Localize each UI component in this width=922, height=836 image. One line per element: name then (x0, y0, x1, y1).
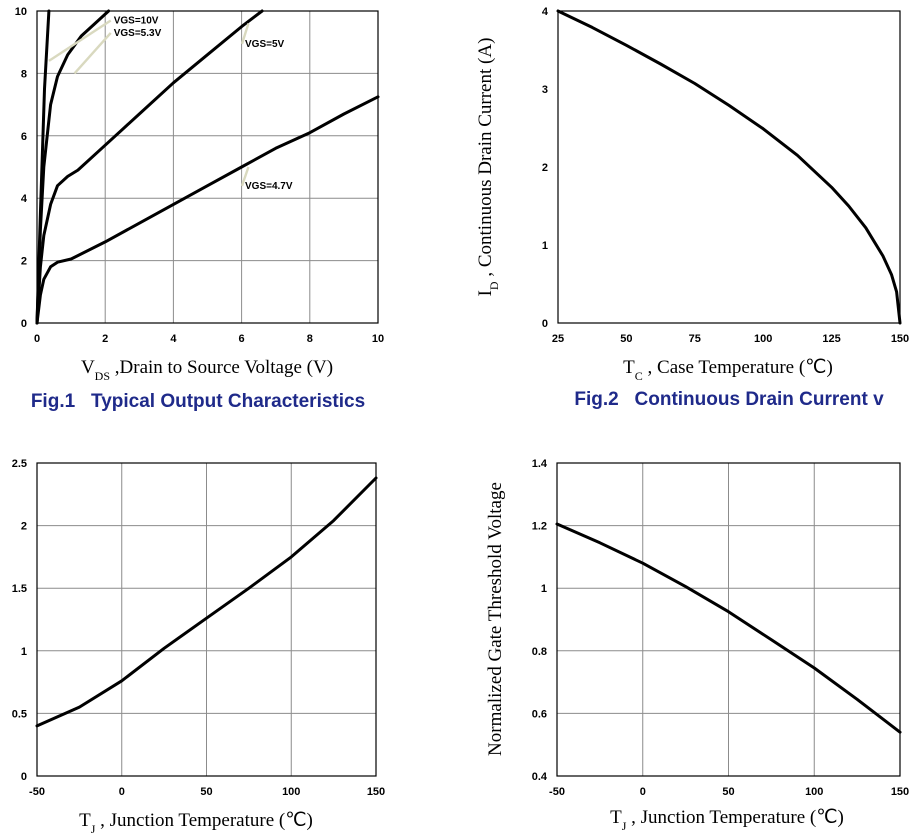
fig2-y-axis-title-main: I (475, 290, 496, 296)
fig1-series-line-3 (35, 95, 380, 325)
fig1-annotation-leader (73, 32, 112, 75)
fig4-ytick-label: 0.8 (532, 646, 547, 658)
fig3-xtick-label: -50 (29, 786, 45, 798)
fig2-caption: Fig.2 Continuous Drain Current v (574, 389, 884, 410)
fig3-x-axis-title-sub: J (91, 822, 96, 836)
fig3-ytick-label: 0.5 (12, 708, 27, 720)
fig4-xtick-label: 50 (722, 786, 734, 798)
fig1-x-axis-title-sub: DS (95, 369, 110, 383)
fig1-series-line-2 (35, 9, 264, 325)
fig1-ytick-label: 10 (15, 6, 27, 18)
fig4-plot-frame (556, 462, 901, 777)
fig1-caption: Fig.1 Typical Output Characteristics (31, 391, 365, 412)
fig3-xtick-label: 150 (367, 786, 385, 798)
fig2-plot-frame (557, 10, 901, 324)
fig1-series-line-1 (35, 9, 111, 325)
fig1-xtick-label: 4 (170, 333, 177, 345)
fig2-xtick-label: 125 (822, 333, 840, 345)
fig2-x-axis-title: TC , Case Temperature (℃) (623, 357, 833, 383)
fig1-annotation-leader (48, 19, 112, 62)
fig1-annotation-label: VGS=10V (114, 15, 159, 26)
fig4-y-axis-title: Normalized Gate Threshold Voltage (485, 482, 506, 756)
fig2-x-axis-title-sub: C (635, 369, 643, 383)
fig2-x-axis-title-rest: , Case Temperature (℃) (643, 357, 833, 378)
fig1-chart: 0 2 4 6 8 10 0 2 4 6 8 10 VGS=10V VGS=5.3V VGS=5V VGS=4… (15, 6, 384, 412)
fig2-ytick-label: 3 (542, 84, 548, 96)
fig4-xtick-label: -50 (549, 786, 565, 798)
fig4-xtick-label: 100 (805, 786, 823, 798)
fig1-ytick-label: 6 (21, 131, 27, 143)
fig4-ytick-label: 1.2 (532, 521, 547, 533)
fig2-x-axis-title-main: T (623, 357, 635, 378)
fig3-x-axis-title-main: T (79, 810, 91, 831)
fig3-ytick-label: 0 (21, 771, 27, 783)
fig2-ytick-label: 2 (542, 162, 548, 174)
fig2-xtick-label: 25 (552, 333, 564, 345)
fig4-x-axis-title-rest: , Junction Temperature (℃) (626, 807, 844, 828)
fig1-annotation-label: VGS=5.3V (114, 28, 162, 39)
fig2-chart: 25 50 75 100 125 150 0 1 2 3 4 TC , Case Temperatur… (475, 6, 909, 410)
fig4-ytick-label: 1.4 (532, 458, 548, 470)
fig4-x-axis-title-sub: J (622, 819, 627, 833)
fig1-ytick-label: 4 (21, 193, 28, 205)
fig2-xtick-label: 100 (754, 333, 772, 345)
fig1-xtick-label: 6 (239, 333, 245, 345)
fig1-xtick-label: 10 (372, 333, 384, 345)
fig1-xtick-label: 8 (307, 333, 313, 345)
fig2-series-line-0 (556, 9, 902, 325)
fig3-xtick-label: 0 (119, 786, 125, 798)
fig3-x-axis-title: TJ , Junction Temperature (℃) (79, 810, 313, 836)
fig3-ytick-label: 1 (21, 646, 27, 658)
fig3-plot-frame (36, 462, 377, 777)
fig2-y-axis-title-sub: D (487, 281, 501, 290)
fig3-ytick-label: 2.5 (12, 458, 27, 470)
fig2-xtick-label: 150 (891, 333, 909, 345)
fig4-xtick-label: 0 (640, 786, 646, 798)
fig2-xtick-label: 50 (620, 333, 632, 345)
fig1-ytick-label: 8 (21, 68, 27, 80)
fig1-xtick-label: 0 (34, 333, 40, 345)
fig4-chart: -50 0 50 100 150 0.4 0.6 0.8 1 1.2 1.4 TJ , Junctio… (485, 458, 909, 833)
fig4-xtick-label: 150 (891, 786, 909, 798)
fig3-series-line-0 (35, 476, 378, 728)
fig3-x-axis-title-rest: , Junction Temperature (℃) (95, 810, 313, 831)
fig4-ytick-label: 0.6 (532, 708, 547, 720)
fig4-ytick-label: 0.4 (532, 771, 548, 783)
fig1-x-axis-title-main: V (81, 357, 95, 378)
fig1-plot-frame (36, 10, 379, 324)
fig4-x-axis-title-main: T (610, 807, 622, 828)
fig2-y-axis-title: ID , Continuous Drain Current (A) (475, 38, 501, 297)
fig4-x-axis-title: TJ , Junction Temperature (℃) (610, 807, 844, 833)
fig1-annotation-leader (240, 166, 250, 187)
fig1-x-axis-title-rest: ,Drain to Source Voltage (V) (110, 357, 333, 378)
fig3-ytick-label: 2 (21, 521, 27, 533)
fig2-ytick-label: 1 (542, 240, 548, 252)
fig1-annotation-label: VGS=5V (245, 39, 285, 50)
fig1-annotation-label: VGS=4.7V (245, 181, 293, 192)
fig2-ytick-label: 4 (542, 6, 549, 18)
fig1-x-axis-title: VDS ,Drain to Source Voltage (V) (81, 357, 333, 383)
fig1-annotation-leader (240, 23, 250, 45)
fig2-ytick-label: 0 (542, 318, 548, 330)
fig2-xtick-label: 75 (689, 333, 701, 345)
fig4-ytick-label: 1 (541, 583, 547, 595)
fig4-series-line-0 (555, 522, 902, 734)
fig3-ytick-label: 1.5 (12, 583, 27, 595)
fig3-xtick-label: 50 (200, 786, 212, 798)
fig3-xtick-label: 100 (282, 786, 300, 798)
fig2-y-axis-title-rest: , Continuous Drain Current (A) (475, 38, 496, 282)
fig1-ytick-label: 2 (21, 256, 27, 268)
fig1-ytick-label: 0 (21, 318, 27, 330)
fig1-xtick-label: 2 (102, 333, 108, 345)
